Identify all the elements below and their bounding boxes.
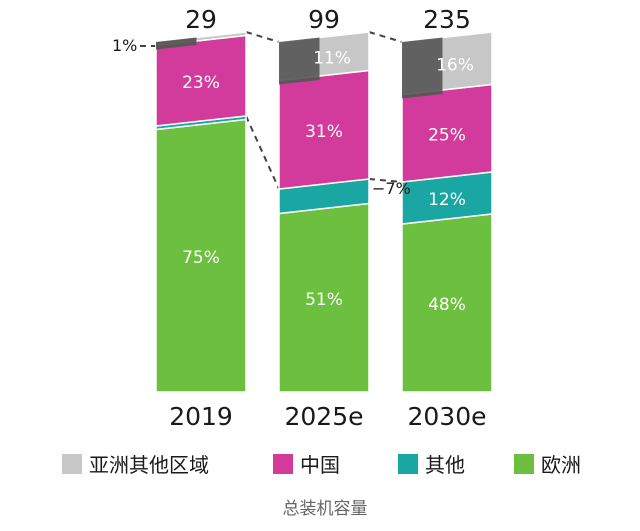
connector-line xyxy=(245,115,280,190)
chart-caption: 总装机容量 xyxy=(283,499,368,519)
connector-line xyxy=(245,31,280,43)
legend-swatch-亚洲其他区域 xyxy=(62,454,82,474)
legend: 亚洲其他区域 中国 其他 欧洲 xyxy=(62,453,581,477)
legend-swatch-中国 xyxy=(273,454,293,474)
bar-cap-shade-2019 xyxy=(156,37,197,50)
bars xyxy=(155,31,493,393)
callout-label-2025e: −7% xyxy=(372,179,411,198)
segment-label-2019-中国: 23% xyxy=(182,73,220,93)
labels: 75% 23% 29 2019 51% 31% 11% 99 2025e 48% 12% 25% 16%… xyxy=(112,5,487,431)
segment-label-2030e-欧洲: 48% xyxy=(428,295,466,315)
segment-label-2030e-亚洲其他区域: 16% xyxy=(436,55,474,75)
legend-label-其他: 其他 xyxy=(425,453,465,477)
bar-cap-shade-2030e xyxy=(402,37,443,99)
total-label-2025e: 99 xyxy=(308,5,340,34)
connector-line xyxy=(368,178,403,183)
connector-lines xyxy=(140,31,403,190)
segment-label-2025e-中国: 31% xyxy=(305,122,343,142)
segment-label-2019-欧洲: 75% xyxy=(182,248,220,268)
segment-label-2025e-欧洲: 51% xyxy=(305,290,343,310)
legend-label-中国: 中国 xyxy=(300,453,340,477)
legend-label-亚洲其他区域: 亚洲其他区域 xyxy=(89,453,209,477)
bar-cap-shade-2025e xyxy=(279,37,320,85)
category-label-2025e: 2025e xyxy=(284,402,363,431)
connector-line xyxy=(368,31,403,43)
category-label-2030e: 2030e xyxy=(407,402,486,431)
segment-label-2030e-其他: 12% xyxy=(428,190,466,210)
legend-swatch-欧洲 xyxy=(514,454,534,474)
total-label-2030e: 235 xyxy=(423,5,471,34)
legend-label-欧洲: 欧洲 xyxy=(541,453,581,477)
total-label-2019: 29 xyxy=(185,5,217,34)
legend-swatch-其他 xyxy=(398,454,418,474)
segment-label-2025e-亚洲其他区域: 11% xyxy=(313,48,351,68)
callout-label-2019: 1% xyxy=(112,36,137,55)
category-label-2019: 2019 xyxy=(169,402,233,431)
segment-label-2030e-中国: 25% xyxy=(428,125,466,145)
